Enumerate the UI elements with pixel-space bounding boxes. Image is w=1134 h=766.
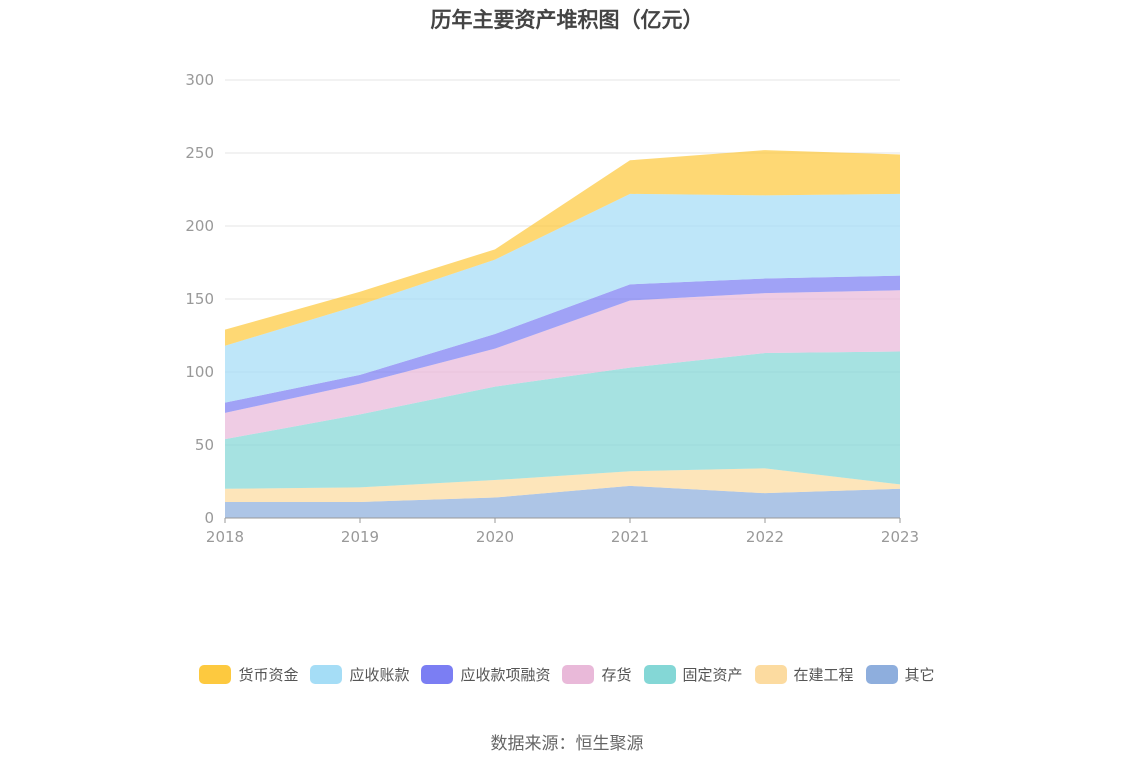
legend-label: 存货	[601, 666, 632, 684]
chart-title: 历年主要资产堆积图（亿元）	[430, 8, 704, 32]
area-在建工程	[225, 468, 900, 502]
area-应收账款	[225, 193, 900, 403]
legend-label: 应收账款	[349, 666, 410, 684]
y-tick-label: 50	[195, 436, 214, 454]
legend-label: 其它	[904, 666, 935, 684]
y-tick-label: 150	[185, 290, 214, 308]
x-tick-label: 2021	[611, 528, 649, 546]
y-tick-label: 0	[204, 509, 214, 527]
area-应收款项融资	[225, 275, 900, 413]
x-tick-label: 2018	[206, 528, 244, 546]
legend-item[interactable]: 其它	[865, 664, 935, 685]
legend-item[interactable]: 货币资金	[199, 664, 298, 685]
axes: 0 50 100 150 200 250 300 2018 2019 2020 2021 2022 20…	[185, 71, 919, 546]
y-tick-label: 250	[185, 144, 214, 162]
legend-swatch	[562, 665, 595, 684]
legend-swatch	[643, 665, 676, 684]
legend-swatch	[310, 665, 343, 684]
area-其它	[225, 485, 900, 518]
legend-label: 在建工程	[793, 666, 854, 684]
legend-label: 固定资产	[682, 666, 743, 684]
y-tick-label: 300	[185, 71, 214, 89]
area-series	[225, 150, 900, 518]
x-tick-label: 2019	[341, 528, 379, 546]
legend-label: 应收款项融资	[460, 666, 551, 684]
area-固定资产	[225, 351, 900, 489]
area-货币资金	[225, 150, 900, 346]
legend-label: 货币资金	[238, 666, 299, 684]
x-tick-label: 2020	[476, 528, 514, 546]
x-tick-label: 2022	[746, 528, 784, 546]
legend-swatch	[199, 665, 232, 684]
x-tick-label: 2023	[881, 528, 919, 546]
legend-item[interactable]: 应收款项融资	[421, 664, 550, 685]
legend-item[interactable]: 应收账款	[310, 664, 409, 685]
legend-swatch	[865, 665, 898, 684]
legend: 货币资金 应收账款 应收款项融资 存货 固定资产 在建工程 其它	[0, 664, 1134, 685]
legend-swatch	[421, 665, 454, 684]
legend-item[interactable]: 存货	[562, 664, 632, 685]
area-存货	[225, 290, 900, 440]
data-source: 数据来源：恒生聚源	[490, 734, 644, 754]
legend-item[interactable]: 在建工程	[754, 664, 854, 685]
y-tick-label: 100	[185, 363, 214, 381]
y-tick-label: 200	[185, 217, 214, 235]
legend-item[interactable]: 固定资产	[643, 664, 743, 685]
legend-swatch	[754, 665, 787, 684]
